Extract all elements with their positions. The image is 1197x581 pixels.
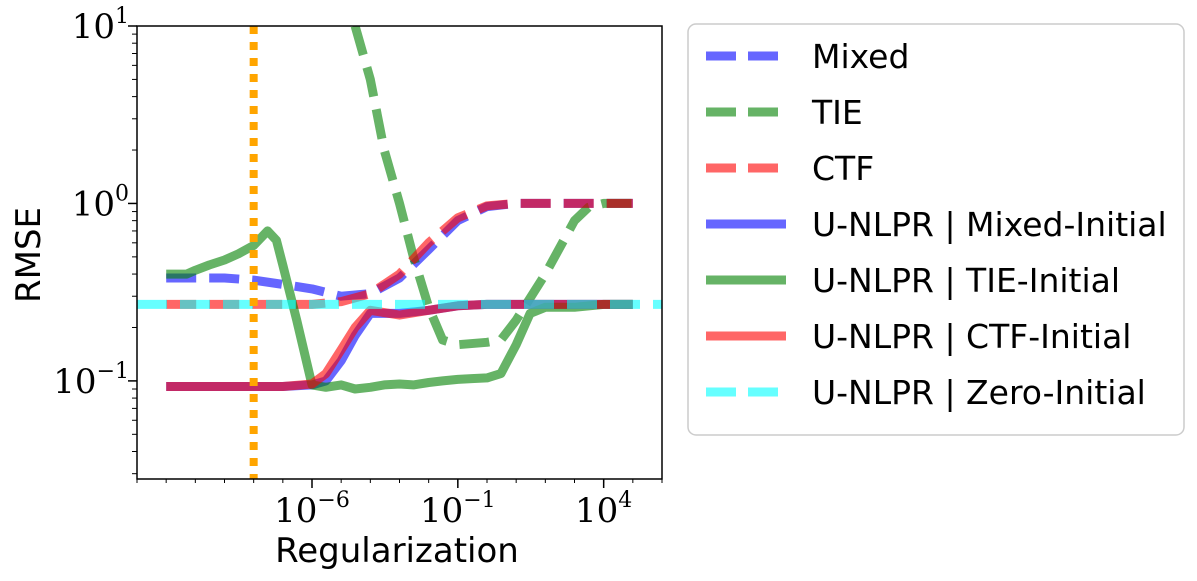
legend-label-ctf: CTF	[812, 149, 874, 188]
plot-area	[137, 26, 662, 479]
x-tick-label: 104	[575, 488, 632, 531]
series-line-u-nlpr-ctf-initial	[166, 299, 633, 391]
y-tick-label: 101	[72, 4, 129, 47]
legend-label-u-nlpr-mixed-initial: U-NLPR | Mixed-Initial	[812, 205, 1167, 244]
x-tick-label: 10−1	[420, 488, 496, 531]
x-axis: 10−6 10−1 104	[136, 479, 663, 531]
y-axis-label: RMSE	[9, 207, 49, 303]
x-axis-label: Regularization	[275, 531, 519, 571]
series-line-u-nlpr-tie-initial	[166, 226, 633, 394]
plot-frame	[136, 25, 663, 480]
legend: Mixed TIE CTF U-NLPR | Mixed-Initial U-NLPR …	[687, 23, 1185, 436]
legend-label-mixed: Mixed	[812, 37, 909, 76]
legend-label-u-nlpr-ctf-initial: U-NLPR | CTF-Initial	[812, 317, 1131, 356]
y-axis: 10−1 100 101	[53, 4, 137, 475]
legend-frame	[687, 23, 1185, 436]
legend-label-tie: TIE	[811, 93, 863, 132]
legend-label-u-nlpr-tie-initial: U-NLPR | TIE-Initial	[812, 261, 1120, 300]
y-tick-label: 100	[72, 181, 129, 224]
series-line-tie	[350, 26, 633, 350]
series-line-ctf	[166, 198, 633, 309]
y-tick-label: 10−1	[53, 359, 129, 402]
x-tick-label: 10−6	[274, 488, 350, 531]
legend-label-u-nlpr-zero-initial: U-NLPR | Zero-Initial	[812, 373, 1146, 412]
